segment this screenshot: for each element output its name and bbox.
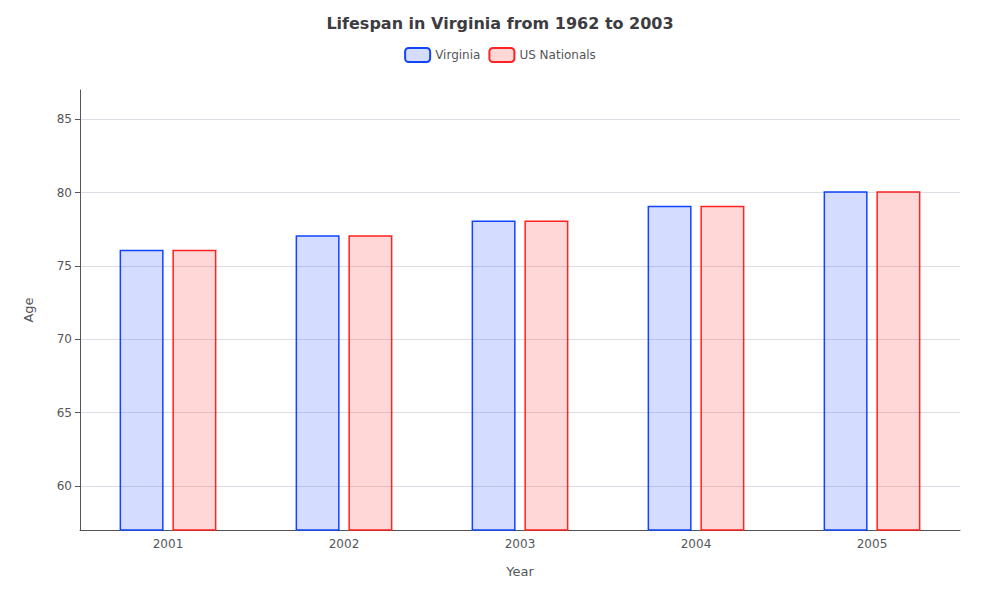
svg-text:70: 70 bbox=[57, 332, 72, 346]
svg-text:US Nationals: US Nationals bbox=[519, 48, 595, 62]
svg-text:Virginia: Virginia bbox=[435, 48, 480, 62]
svg-text:2002: 2002 bbox=[329, 537, 360, 551]
svg-text:Year: Year bbox=[505, 564, 534, 579]
svg-text:65: 65 bbox=[57, 406, 72, 420]
svg-text:80: 80 bbox=[57, 186, 72, 200]
svg-text:60: 60 bbox=[57, 479, 72, 493]
svg-text:75: 75 bbox=[57, 259, 72, 273]
svg-text:2003: 2003 bbox=[505, 537, 536, 551]
svg-text:2001: 2001 bbox=[153, 537, 184, 551]
svg-text:Age: Age bbox=[21, 297, 36, 322]
svg-text:2004: 2004 bbox=[681, 537, 712, 551]
svg-text:2005: 2005 bbox=[857, 537, 888, 551]
svg-text:85: 85 bbox=[57, 112, 72, 126]
svg-text:Lifespan in Virginia from 1962: Lifespan in Virginia from 1962 to 2003 bbox=[326, 14, 673, 33]
